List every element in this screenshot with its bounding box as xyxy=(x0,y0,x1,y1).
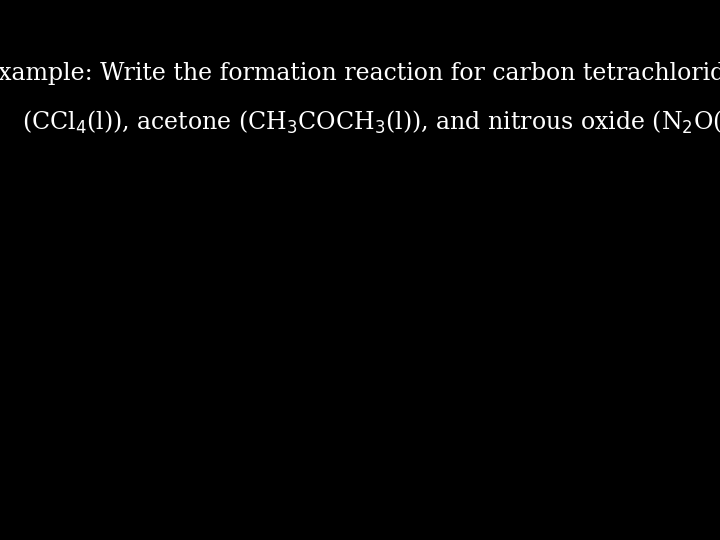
Text: Example: Write the formation reaction for carbon tetrachloride: Example: Write the formation reaction fo… xyxy=(0,62,720,85)
Text: (CCl$_4$(l)), acetone (CH$_3$COCH$_3$(l)), and nitrous oxide (N$_2$O(g)).: (CCl$_4$(l)), acetone (CH$_3$COCH$_3$(l)… xyxy=(22,108,720,136)
